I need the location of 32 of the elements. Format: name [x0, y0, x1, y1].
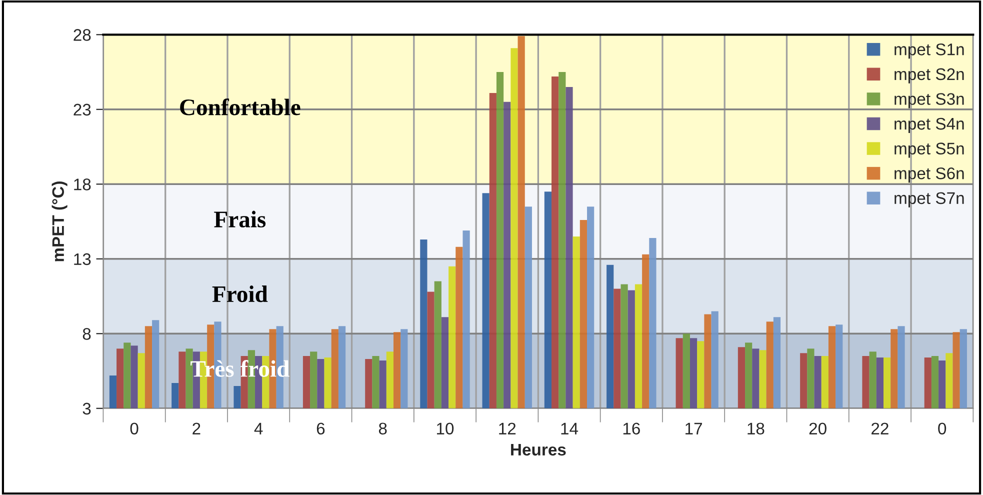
x-tick-label: 16 — [623, 422, 640, 435]
y-tick-label: 8 — [82, 328, 91, 340]
x-tick-label: 6 — [316, 422, 325, 435]
legend-label: mpet S2n — [894, 68, 964, 84]
legend-label: mpet S1n — [894, 44, 964, 59]
x-tick-label: 12 — [499, 422, 516, 434]
legend-label: mpet S3n — [894, 93, 964, 108]
legend-label: mpet S4n — [894, 118, 964, 133]
x-tick-label: 0 — [130, 422, 138, 435]
band-label: Confortable — [180, 98, 300, 116]
x-tick-label: 22 — [872, 422, 888, 434]
legend-label: mpet S6n — [894, 167, 964, 183]
x-tick-label: 14 — [561, 422, 578, 434]
x-axis-title: Heures — [511, 444, 566, 456]
y-tick-label: 18 — [74, 178, 91, 190]
y-tick-label: 13 — [74, 253, 91, 266]
y-tick-label: 28 — [74, 29, 91, 41]
y-tick-label: 23 — [74, 104, 91, 116]
y-tick-label: 3 — [82, 402, 91, 415]
x-tick-label: 18 — [748, 422, 764, 435]
legend-label: mpet S5n — [894, 142, 964, 158]
x-tick-label: 20 — [809, 422, 826, 435]
band-label: Frais — [214, 210, 266, 228]
x-tick-label: 0 — [938, 422, 946, 435]
y-axis-title: mPET (°C) — [52, 182, 68, 262]
x-tick-label: 17 — [686, 422, 702, 434]
legend-label: mpet S7n — [894, 192, 964, 208]
x-tick-label: 4 — [254, 422, 263, 434]
x-tick-label: 8 — [378, 422, 387, 435]
x-tick-label: 10 — [436, 422, 454, 435]
x-tick-label: 2 — [192, 422, 200, 434]
band-label: Froid — [212, 286, 268, 302]
